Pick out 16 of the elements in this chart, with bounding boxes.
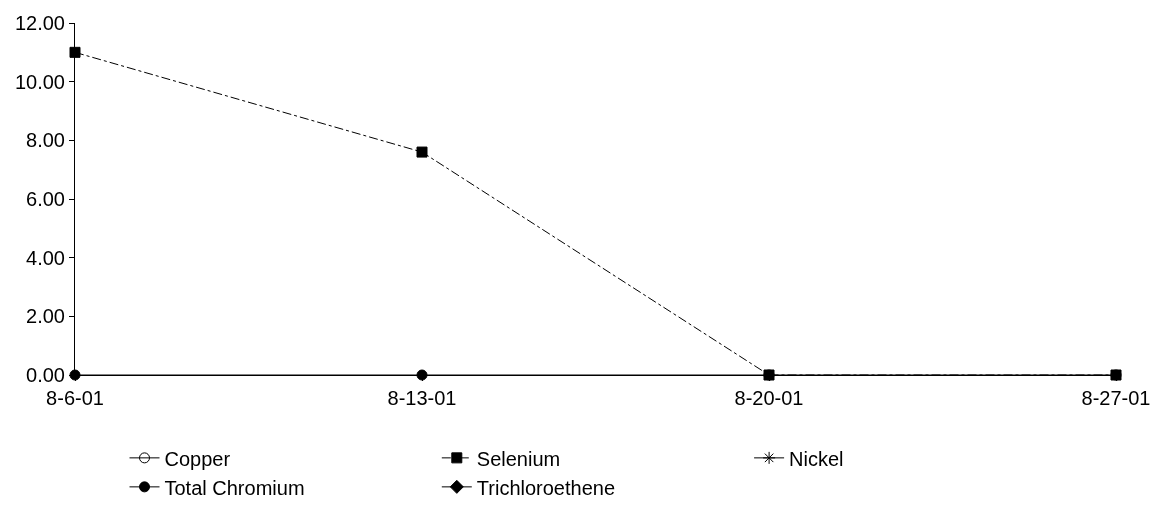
y-tick-label: 12.00	[14, 12, 65, 34]
legend-label: Nickel	[789, 447, 844, 470]
y-tick-label: 4.00	[26, 246, 65, 269]
y-tick-label: 6.00	[26, 188, 65, 210]
legend-label: Trichloroethene	[476, 476, 616, 499]
legend-label: Total Chromium	[164, 476, 305, 499]
y-tick-label: 8.00	[26, 129, 65, 152]
x-tick-label: 8-13-01	[387, 387, 457, 409]
x-tick-label: 8-6-01	[46, 387, 104, 409]
legend-label: Copper	[164, 447, 231, 470]
y-tick-label: 2.00	[26, 305, 65, 328]
y-tick-label: 10.00	[14, 70, 65, 93]
x-tick-label: 8-27-01	[1081, 387, 1151, 409]
y-tick-label: 0.00	[26, 364, 65, 386]
x-tick-label: 8-20-01	[734, 387, 804, 409]
legend-label: Selenium	[476, 447, 561, 470]
